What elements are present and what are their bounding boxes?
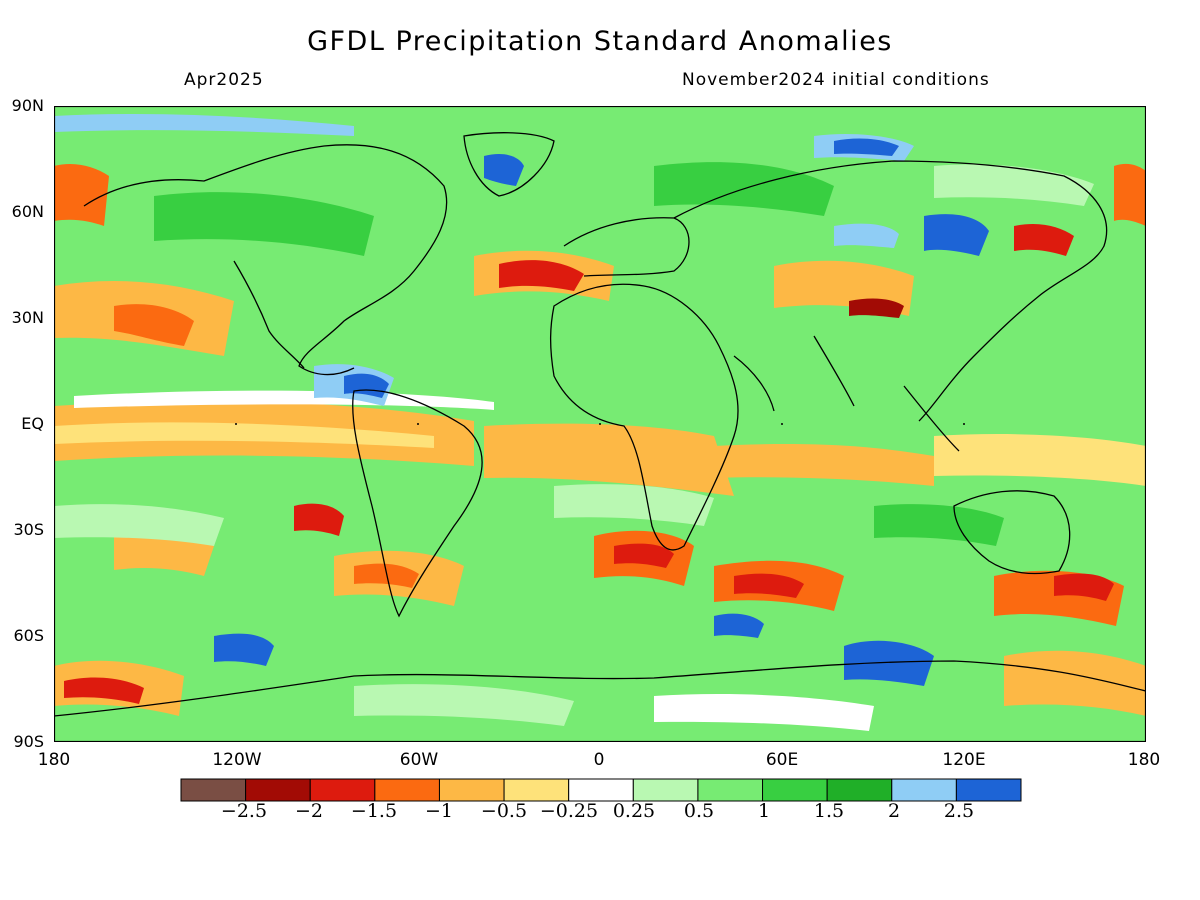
lat-label-30s: 30S	[13, 520, 44, 539]
lon-label-120e: 120E	[942, 750, 986, 770]
lon-label-0: 0	[593, 750, 605, 770]
map-border	[54, 106, 1146, 742]
cb-label: −2.5	[220, 800, 268, 822]
colorbar-swatch	[697, 778, 764, 802]
lon-label-60w: 60W	[399, 750, 439, 770]
cb-label: −2	[294, 800, 323, 822]
colorbar-swatch	[245, 778, 311, 802]
grid-dots	[235, 423, 965, 425]
precipitation-anomaly-map	[54, 106, 1146, 742]
lat-label-60n: 60N	[11, 202, 44, 221]
lon-label-120w: 120W	[212, 750, 262, 770]
coastlines	[54, 132, 1146, 717]
colorbar-swatch	[891, 778, 957, 802]
lat-label-30n: 30N	[11, 308, 44, 327]
cb-label: 2	[887, 800, 901, 822]
colorbar-swatch	[632, 778, 699, 802]
colorbar-swatch	[762, 778, 828, 802]
colorbar-swatch	[374, 778, 440, 802]
cb-label: −1	[424, 800, 453, 822]
cb-label: −0.25	[539, 800, 599, 822]
lon-label-60e: 60E	[765, 750, 799, 770]
cb-label: −0.5	[480, 800, 528, 822]
initial-conditions-label: November2024 initial conditions	[682, 70, 990, 90]
colorbar-swatch	[438, 778, 505, 802]
lon-label-180w: 180	[37, 750, 71, 770]
forecast-period: Apr2025	[184, 70, 264, 90]
cb-label: 0.25	[612, 800, 656, 822]
cb-label: 0.5	[683, 800, 715, 822]
colorbar-swatch	[180, 778, 247, 802]
colorbar-swatch	[955, 778, 1022, 802]
lat-label-eq: EQ	[21, 414, 44, 433]
colorbar-swatch	[826, 778, 893, 802]
colorbar	[180, 778, 1022, 802]
lat-label-90n: 90N	[11, 96, 44, 115]
cb-label: 2.5	[943, 800, 975, 822]
colorbar-swatch	[309, 778, 376, 802]
colorbar-swatch	[503, 778, 570, 802]
colorbar-swatch	[568, 778, 634, 802]
cb-label: 1.5	[813, 800, 845, 822]
lon-label-180e: 180	[1127, 750, 1161, 770]
cb-label: −1.5	[350, 800, 398, 822]
map-title: GFDL Precipitation Standard Anomalies	[307, 26, 893, 57]
anomaly-field	[54, 114, 1146, 731]
lat-label-90s: 90S	[13, 732, 44, 751]
cb-label: 1	[757, 800, 771, 822]
lat-label-60s: 60S	[13, 626, 44, 645]
